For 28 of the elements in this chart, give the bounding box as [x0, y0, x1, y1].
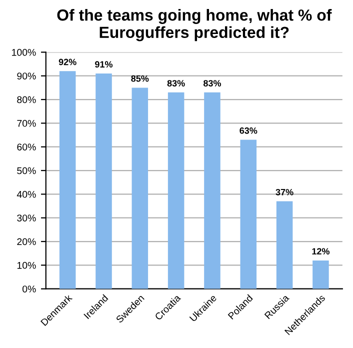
bar [96, 74, 112, 289]
data-label: 37% [276, 188, 294, 196]
y-tick-label: 10% [17, 262, 36, 269]
bar [132, 88, 148, 289]
bar [59, 71, 76, 289]
bar [204, 92, 220, 289]
data-label: 85% [131, 75, 149, 82]
y-tick-label: 70% [17, 120, 36, 127]
bar [168, 92, 184, 289]
bar [240, 140, 257, 289]
y-tick-label: 90% [17, 72, 36, 80]
data-label: 12% [312, 248, 330, 254]
y-tick-label: 100% [12, 48, 36, 56]
bar [276, 201, 293, 289]
data-label: 92% [58, 58, 76, 66]
y-tick-label: 20% [17, 238, 36, 246]
data-label: 83% [167, 80, 185, 86]
bar [312, 260, 329, 289]
y-tick-label: 0% [22, 286, 36, 292]
data-label: 63% [240, 127, 258, 134]
y-tick-label: 80% [17, 96, 36, 104]
chart-title: Of the teams going home, what % of Euroguffers predicted it? [57, 9, 332, 42]
y-tick-label: 50% [17, 167, 36, 174]
y-tick-label: 40% [16, 190, 36, 198]
data-label: 83% [203, 80, 222, 86]
y-tick-label: 60% [17, 144, 36, 150]
y-tick-label: 30% [17, 214, 36, 222]
data-label: 91% [95, 61, 113, 68]
